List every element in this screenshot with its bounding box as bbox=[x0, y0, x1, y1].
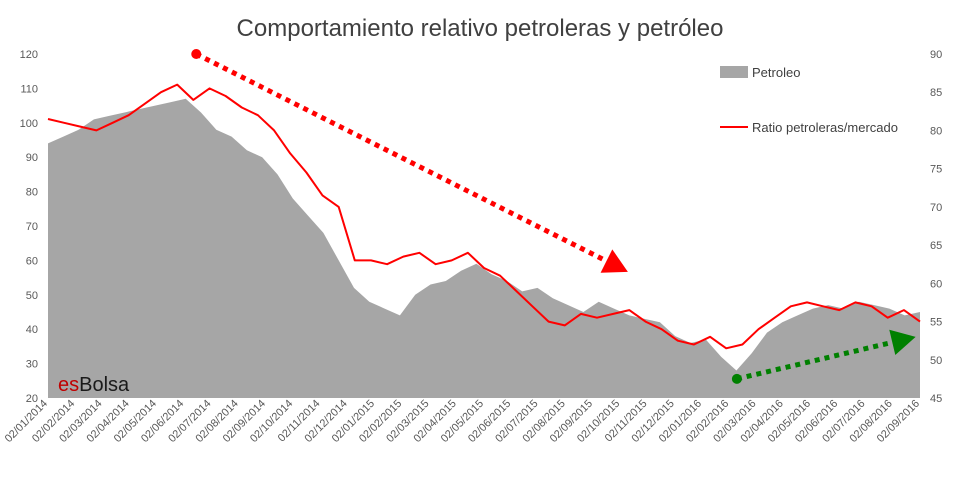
y-right-tick-label: 45 bbox=[930, 393, 942, 405]
y-left-tick-label: 80 bbox=[26, 187, 38, 199]
y-right-tick-label: 75 bbox=[930, 164, 942, 176]
plot-area bbox=[47, 49, 921, 398]
left-axis-ticks: 20 30 40 50 60 70 80 90 100 110 120 bbox=[20, 49, 38, 405]
logo-bolsa: Bolsa bbox=[79, 374, 130, 396]
y-right-tick-label: 55 bbox=[930, 317, 942, 329]
right-axis-ticks: 45 50 55 60 65 70 75 80 85 90 bbox=[930, 49, 942, 405]
y-left-tick-label: 120 bbox=[20, 49, 38, 61]
y-left-tick-label: 30 bbox=[26, 359, 38, 371]
legend-label-ratio: Ratio petroleras/mercado bbox=[752, 120, 898, 135]
y-right-tick-label: 65 bbox=[930, 240, 942, 252]
esbolsa-logo: esBolsa bbox=[58, 374, 130, 396]
y-left-tick-label: 40 bbox=[26, 324, 38, 336]
y-left-tick-label: 90 bbox=[26, 152, 38, 164]
y-left-tick-label: 50 bbox=[26, 290, 38, 302]
red-trend-arrowhead bbox=[600, 249, 628, 273]
y-left-tick-label: 100 bbox=[20, 118, 38, 130]
y-left-tick-label: 60 bbox=[26, 255, 38, 267]
legend-swatch-petroleo bbox=[720, 66, 748, 78]
chart-title: Comportamiento relativo petroleras y pet… bbox=[237, 15, 724, 42]
svg-text:esBolsa: esBolsa bbox=[58, 374, 130, 396]
legend-label-petroleo: Petroleo bbox=[752, 65, 800, 80]
logo-es: es bbox=[58, 374, 79, 396]
green-trend-arrowhead bbox=[889, 329, 916, 355]
series-area-petroleo bbox=[48, 98, 920, 398]
y-left-tick-label: 70 bbox=[26, 221, 38, 233]
y-right-tick-label: 80 bbox=[930, 125, 942, 137]
legend: Petroleo Ratio petroleras/mercado bbox=[720, 65, 898, 135]
y-right-tick-label: 60 bbox=[930, 278, 942, 290]
series-line-ratio bbox=[47, 83, 921, 350]
y-right-tick-label: 70 bbox=[930, 202, 942, 214]
red-trend-dashed-line bbox=[195, 51, 608, 264]
y-left-tick-label: 20 bbox=[26, 393, 38, 405]
y-left-tick-label: 110 bbox=[20, 83, 38, 95]
y-right-tick-label: 50 bbox=[930, 355, 942, 367]
y-right-tick-label: 90 bbox=[930, 49, 942, 61]
y-right-tick-label: 85 bbox=[930, 87, 942, 99]
x-axis-ticks: 02/01/201402/02/201402/03/201402/04/2014… bbox=[3, 398, 922, 445]
green-trend-dashed-line bbox=[736, 339, 893, 382]
